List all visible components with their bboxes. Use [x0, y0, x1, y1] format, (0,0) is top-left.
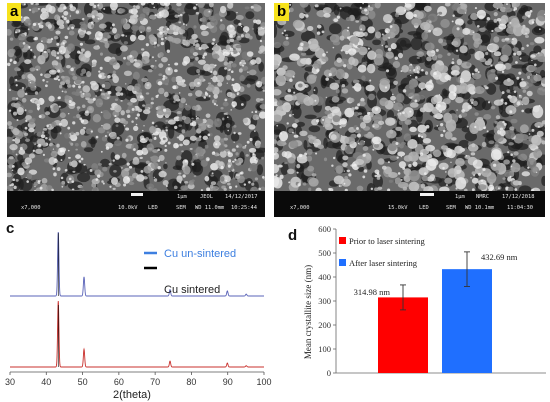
scale-text-b: 1μm: [455, 194, 465, 200]
xrd-x-tick-label: 100: [256, 377, 271, 387]
voltage-a: 10.0kV: [118, 205, 138, 211]
xrd-x-tick-label: 60: [114, 377, 124, 387]
legend-label-after: After laser sintering: [349, 258, 418, 268]
xrd-x-tick-label: 70: [150, 377, 160, 387]
sem-micrograph-b: [274, 3, 545, 197]
xrd-x-tick-label: 30: [5, 377, 15, 387]
magnification-b: x7,000: [290, 205, 310, 211]
xrd-chart: 30 40 50 60 70 80 90 100 Cu un-sintered Cu sint…: [5, 231, 272, 401]
panel-b-label: b: [274, 3, 290, 21]
xrd-x-tick-label: 90: [223, 377, 233, 387]
scale-bar-b: [420, 193, 434, 196]
bar-y-tick-label: 0: [327, 368, 331, 378]
sem-image-a: a 1μm JEOL 14/12/2017 x7,000 10.0kV LED …: [7, 3, 265, 217]
bar-y-tick-label: 200: [318, 320, 331, 330]
panel-c-label: c: [6, 220, 15, 237]
sem-micrograph-a: [7, 3, 265, 195]
legend-label-prior: Prior to laser sintering: [349, 236, 426, 246]
sem-databar-a: 1μm JEOL 14/12/2017 x7,000 10.0kV LED SE…: [7, 191, 265, 217]
wd-b: WD 10.1mm: [465, 205, 495, 211]
detector-mode-a: LED: [148, 205, 158, 211]
xrd-x-tick-label: 50: [78, 377, 88, 387]
legend-swatch-after: [339, 259, 346, 266]
sem-label-b: SEM: [446, 205, 456, 211]
detector-mode-b: LED: [419, 205, 429, 211]
xrd-trace-unsintered: [10, 231, 264, 297]
date-b: 17/12/2018: [502, 194, 535, 200]
bar-y-tick-label: 400: [318, 272, 331, 282]
xrd-x-axis-label: 2(theta): [113, 389, 151, 401]
xrd-x-tick-label: 40: [41, 377, 51, 387]
time-b: 11:04:30: [507, 205, 533, 211]
panel-d-label: d: [288, 227, 298, 244]
vendor-a: JEOL: [200, 194, 213, 200]
sem-image-b: b 1μm NMRC 17/12/2018 x7,000 15.0kV LED …: [274, 3, 545, 217]
bar-y-axis-label: Mean crystallite size (nm): [303, 265, 313, 359]
magnification-a: x7,000: [21, 205, 41, 211]
bar-data-label: 314.98 nm: [354, 287, 391, 297]
bar-y-tick-label: 100: [318, 344, 331, 354]
voltage-b: 15.0kV: [388, 205, 408, 211]
date-a: 14/12/2017: [225, 194, 258, 200]
crystallite-bar-chart: Mean crystallite size (nm) 0 100 200 300 400…: [303, 224, 546, 378]
legend-label-sintered: Cu sintered: [164, 284, 220, 296]
xrd-x-tick-label: 80: [186, 377, 196, 387]
bar-marks: 314.98 nm 432.69 nm: [354, 251, 518, 373]
scale-text-a: 1μm: [177, 194, 187, 200]
bar-data-label: 432.69 nm: [481, 252, 518, 262]
bar-y-tick-label: 500: [318, 248, 331, 258]
xrd-traces: [10, 231, 264, 368]
bar-y-tick-label: 600: [318, 224, 331, 234]
vendor-b: NMRC: [476, 194, 489, 200]
wd-a: WD 11.0mm: [195, 205, 225, 211]
xrd-x-axis: 30 40 50 60 70 80 90 100: [5, 371, 272, 387]
bar-y-tick-label: 300: [318, 296, 331, 306]
xrd-trace-sintered: [10, 300, 264, 368]
panel-a-label: a: [7, 3, 22, 21]
sem-label-a: SEM: [176, 205, 186, 211]
legend-label-unsintered: Cu un-sintered: [164, 248, 236, 260]
scale-bar-a: [131, 193, 143, 196]
bar-y-axis: 0 100 200 300 400 500 600: [318, 224, 546, 378]
time-a: 10:25:44: [231, 205, 257, 211]
sem-databar-b: 1μm NMRC 17/12/2018 x7,000 15.0kV LED SE…: [274, 191, 545, 217]
legend-swatch-prior: [339, 237, 346, 244]
